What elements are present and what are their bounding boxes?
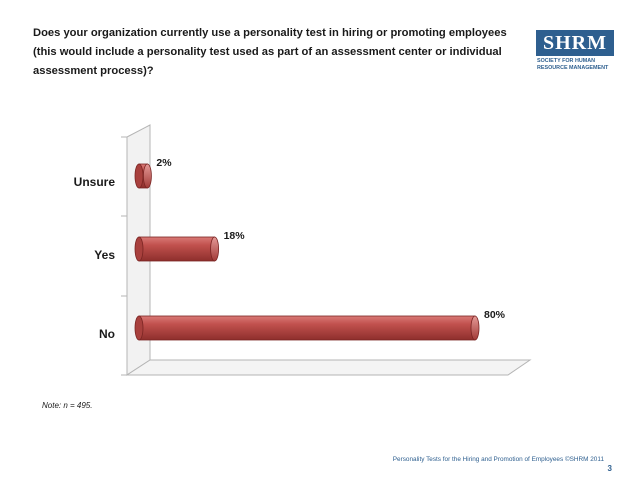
footer-text: Personality Tests for the Hiring and Pro… [392, 456, 604, 463]
data-label-yes: 18% [224, 230, 246, 242]
page-number: 3 [607, 464, 612, 473]
category-label-yes: Yes [94, 248, 115, 262]
bar-yes [134, 236, 220, 262]
bar-body-no [138, 315, 476, 341]
data-label-unsure: 2% [156, 157, 172, 169]
bar-start-cap-unsure [134, 163, 144, 189]
bar-end-cap-no [470, 315, 480, 341]
data-label-no: 80% [484, 309, 506, 321]
bar-unsure [134, 163, 152, 189]
bar-start-cap-yes [134, 236, 144, 262]
logo-subtitle: SOCIETY FOR HUMAN RESOURCE MANAGEMENT [537, 58, 615, 71]
logo-subtitle-line-2: RESOURCE MANAGEMENT [537, 64, 609, 71]
bar-start-cap-no [134, 315, 144, 341]
bar-end-cap-unsure [142, 163, 152, 189]
bar-body-yes [138, 236, 215, 262]
logo-wordmark: SHRM [536, 30, 614, 56]
question-title: Does your organization currently use a p… [33, 27, 507, 77]
logo-subtitle-line-1: SOCIETY FOR HUMAN [537, 58, 596, 64]
bar-end-cap-yes [210, 236, 220, 262]
labels-group: Unsure 2% Yes 18% No 80% [74, 157, 506, 341]
category-label-no: No [99, 327, 115, 341]
sample-note: Note: n = 495. [42, 401, 93, 410]
floor [125, 359, 532, 376]
shrm-logo: SHRM SOCIETY FOR HUMAN RESOURCE MANAGEME… [536, 30, 614, 80]
bars-group [134, 163, 480, 341]
category-label-unsure: Unsure [74, 175, 116, 189]
bar-no [134, 315, 480, 341]
